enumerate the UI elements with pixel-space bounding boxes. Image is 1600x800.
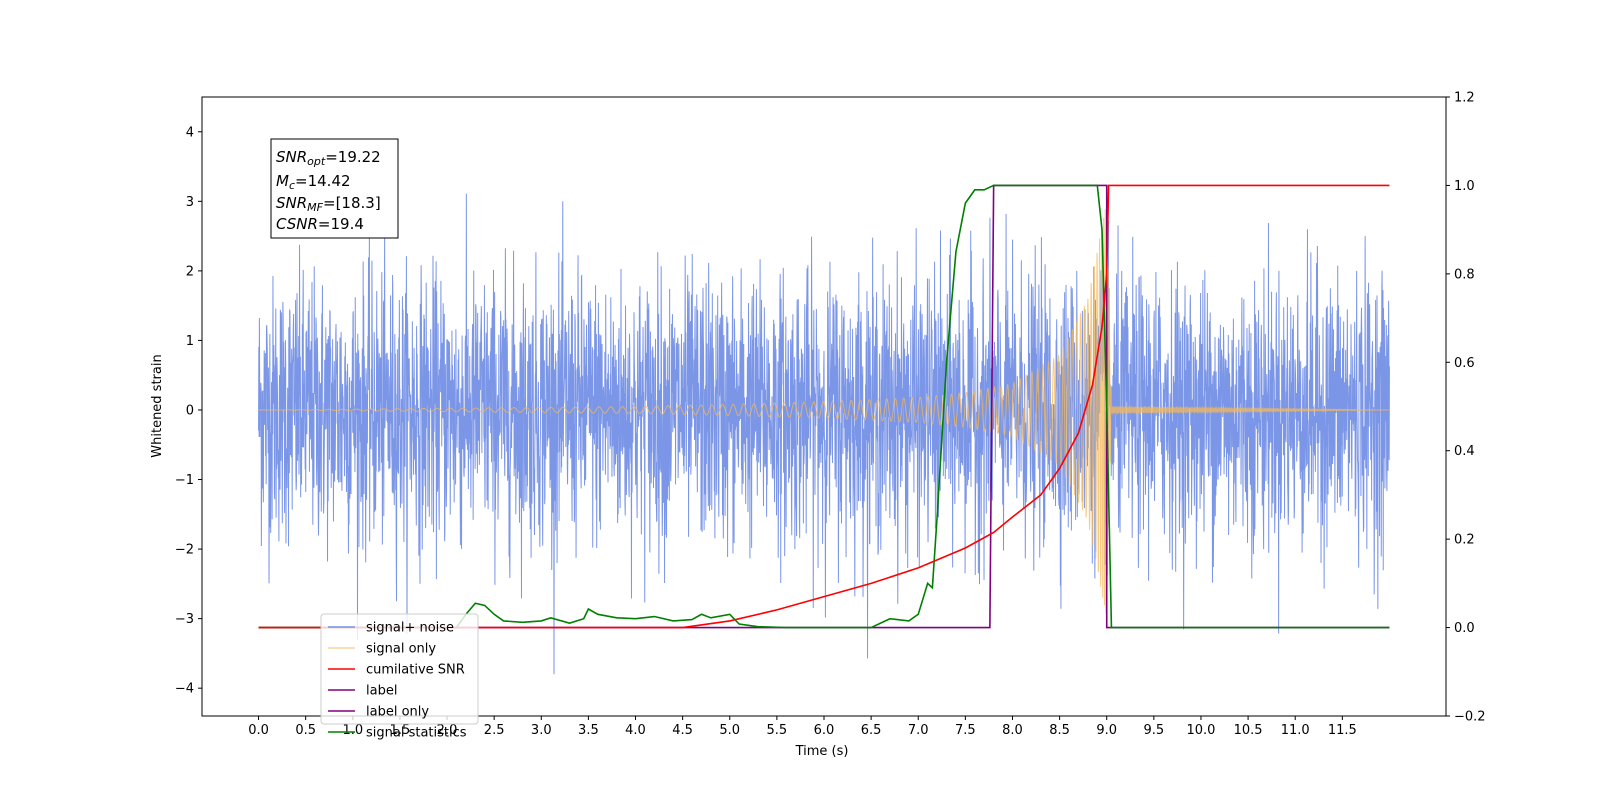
info-snr-opt: SNRopt=19.22 bbox=[276, 148, 381, 168]
y-axis-left: 4 3 2 1 0 −1 −2 −3 −4 bbox=[175, 125, 202, 697]
info-mc: Mc=14.42 bbox=[276, 172, 351, 192]
series-signal-only bbox=[258, 206, 1390, 614]
y-tick-label-left: −1 bbox=[175, 473, 194, 488]
x-tick-label: 9.0 bbox=[1096, 723, 1117, 738]
x-axis: 0.0 0.5 1.0 1.5 2.0 2.5 3.0 3.5 4.0 4.5 5.0 5.5 6.0 6… bbox=[248, 716, 1357, 738]
legend-label: cumilative SNR bbox=[366, 663, 465, 678]
info-csnr: CSNR=19.4 bbox=[276, 215, 364, 233]
series-signal-statistics bbox=[258, 184, 1390, 629]
y-tick-label-right: 0.6 bbox=[1454, 356, 1475, 371]
legend-label: label bbox=[366, 684, 397, 699]
info-box-frame bbox=[270, 138, 399, 239]
x-tick-label: 3.0 bbox=[531, 723, 552, 738]
legend-label: signal only bbox=[366, 642, 436, 657]
x-tick-label: 7.5 bbox=[955, 723, 976, 738]
x-tick-label: 0.5 bbox=[295, 723, 316, 738]
x-tick-label: 10.5 bbox=[1234, 723, 1263, 738]
x-tick-label: 8.5 bbox=[1049, 723, 1070, 738]
y-tick-label-right: 0.8 bbox=[1454, 267, 1475, 282]
series-cumulative-snr bbox=[258, 184, 1390, 629]
y-axis-right: 1.2 1.0 0.8 0.6 0.4 0.2 0.0 −0.2 bbox=[1446, 91, 1486, 725]
x-tick-label: 5.5 bbox=[767, 723, 788, 738]
series-layer bbox=[258, 184, 1390, 675]
x-tick-label: 4.0 bbox=[625, 723, 646, 738]
legend-label: label only bbox=[366, 705, 429, 720]
x-tick-label: 1.5 bbox=[390, 723, 411, 738]
y-tick-label-left: 1 bbox=[186, 334, 194, 349]
snr-mf-sub: MF bbox=[307, 201, 323, 214]
x-tick-label: 3.5 bbox=[578, 723, 599, 738]
x-tick-label: 6.0 bbox=[814, 723, 835, 738]
x-tick-label: 9.5 bbox=[1144, 723, 1165, 738]
y-tick-label-left: −3 bbox=[175, 612, 194, 627]
x-tick-label: 8.0 bbox=[1002, 723, 1023, 738]
legend-items: signal+ noise signal only cumilative SNR la… bbox=[328, 621, 467, 741]
y-tick-label-right: 0.0 bbox=[1454, 621, 1475, 636]
snr-mf-prefix: SNR bbox=[276, 194, 307, 212]
x-axis-label: Time (s) bbox=[795, 744, 849, 759]
y-tick-label-right: −0.2 bbox=[1454, 710, 1486, 725]
x-tick-label: 4.5 bbox=[672, 723, 693, 738]
y-tick-label-left: −4 bbox=[175, 682, 194, 697]
mc-sub: c bbox=[289, 179, 295, 192]
mc-value: =14.42 bbox=[295, 172, 351, 190]
x-tick-label: 11.5 bbox=[1328, 723, 1357, 738]
legend-label: signal statistics bbox=[366, 726, 467, 741]
x-tick-label: 0.0 bbox=[248, 723, 269, 738]
y-axis-label-left: Whitened strain bbox=[150, 354, 165, 457]
y-tick-label-right: 1.0 bbox=[1454, 179, 1475, 194]
snr-mf-value: =[18.3] bbox=[323, 194, 381, 212]
x-tick-label: 1.0 bbox=[342, 723, 363, 738]
csnr-value: =19.4 bbox=[318, 215, 364, 233]
x-tick-label: 2.5 bbox=[484, 723, 505, 738]
x-tick-label: 7.0 bbox=[908, 723, 929, 738]
y-tick-label-left: 2 bbox=[186, 264, 194, 279]
legend: signal+ noise signal only cumilative SNR la… bbox=[320, 613, 479, 741]
snr-opt-sub: opt bbox=[307, 155, 326, 168]
x-tick-label: 11.0 bbox=[1281, 723, 1310, 738]
x-tick-label: 6.5 bbox=[861, 723, 882, 738]
legend-frame bbox=[320, 613, 479, 725]
x-tick-label: 10.0 bbox=[1186, 723, 1215, 738]
x-tick-label: 2.0 bbox=[437, 723, 458, 738]
y-tick-label-right: 1.2 bbox=[1454, 91, 1475, 106]
x-tick-label: 5.0 bbox=[719, 723, 740, 738]
snr-opt-prefix: SNR bbox=[276, 148, 307, 166]
mc-prefix: M bbox=[276, 172, 289, 190]
y-tick-label-left: 0 bbox=[186, 403, 194, 418]
info-box: SNRopt=19.22 Mc=14.42 SNRMF=[18.3] CSNR=… bbox=[270, 138, 399, 239]
y-tick-label-right: 0.4 bbox=[1454, 444, 1475, 459]
y-tick-label-left: −2 bbox=[175, 543, 194, 558]
y-tick-label-left: 4 bbox=[186, 125, 194, 140]
csnr-label: CSNR bbox=[276, 215, 318, 233]
snr-opt-value: =19.22 bbox=[325, 148, 381, 166]
series-signal-noise bbox=[258, 193, 1390, 675]
legend-label: signal+ noise bbox=[366, 621, 454, 636]
y-tick-label-right: 0.2 bbox=[1454, 533, 1475, 548]
y-tick-label-left: 3 bbox=[186, 195, 194, 210]
info-snr-mf: SNRMF=[18.3] bbox=[276, 194, 381, 214]
